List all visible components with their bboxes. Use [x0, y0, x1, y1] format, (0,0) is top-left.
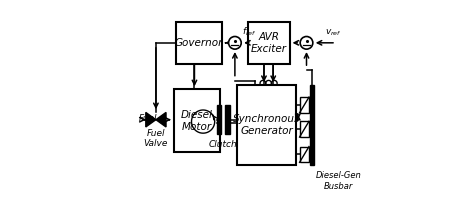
Bar: [300, 97, 309, 113]
Polygon shape: [146, 112, 156, 127]
Text: Diesel-Gen
Busbar: Diesel-Gen Busbar: [316, 171, 362, 191]
Bar: [174, 89, 220, 152]
Text: Governor: Governor: [175, 38, 223, 48]
Bar: [300, 146, 309, 162]
Text: $f_{ref}$: $f_{ref}$: [242, 25, 257, 38]
Bar: [237, 85, 296, 165]
Text: Fuel
Valve: Fuel Valve: [144, 129, 168, 148]
Polygon shape: [156, 112, 166, 127]
Bar: [217, 105, 221, 134]
Text: Synchronous
Generator: Synchronous Generator: [233, 114, 300, 136]
Bar: [300, 121, 309, 137]
Text: AVR
Exciter: AVR Exciter: [251, 32, 287, 54]
Bar: [225, 105, 230, 134]
Text: Fuel: Fuel: [138, 114, 157, 123]
Text: Clutch: Clutch: [209, 140, 237, 149]
Bar: [176, 22, 222, 64]
Circle shape: [228, 36, 241, 49]
Bar: [247, 22, 290, 64]
Circle shape: [300, 36, 313, 49]
Text: Diesel
Motor: Diesel Motor: [181, 110, 213, 131]
Text: $v_{ref}$: $v_{ref}$: [326, 27, 342, 38]
Bar: [310, 85, 314, 165]
